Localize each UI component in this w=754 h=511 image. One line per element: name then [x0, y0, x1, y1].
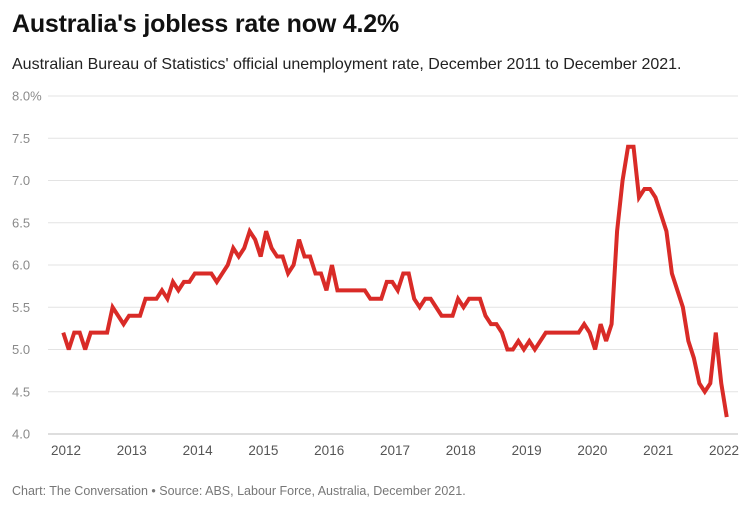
x-tick-label: 2015 — [248, 443, 278, 458]
x-tick-label: 2012 — [51, 443, 81, 458]
x-tick-label: 2021 — [643, 443, 673, 458]
chart-source-note: Chart: The Conversation • Source: ABS, L… — [12, 484, 466, 498]
y-tick-label: 4.5 — [12, 384, 30, 399]
x-tick-label: 2018 — [446, 443, 476, 458]
chart-subtitle: Australian Bureau of Statistics' officia… — [12, 56, 682, 73]
y-tick-label: 7.5 — [12, 131, 30, 146]
x-tick-label: 2013 — [117, 443, 147, 458]
y-tick-label: 6.0 — [12, 258, 30, 273]
gridlines — [48, 95, 738, 435]
x-tick-label: 2022 — [709, 443, 739, 458]
x-axis-ticks: 2012 2013 2014 2015 2016 2017 2018 2019 2020 2021… — [51, 443, 739, 458]
y-tick-label: 5.0 — [12, 342, 30, 357]
x-tick-label: 2020 — [577, 443, 607, 458]
x-tick-label: 2019 — [512, 443, 542, 458]
x-tick-label: 2014 — [183, 443, 214, 458]
y-axis-ticks: 4.0 4.5 5.0 5.5 6.0 6.5 7.0 7.5 8.0% — [12, 89, 42, 442]
x-tick-label: 2017 — [380, 443, 410, 458]
x-tick-label: 2016 — [314, 443, 344, 458]
y-tick-label: 4.0 — [12, 427, 30, 442]
unemployment-rate-line — [61, 144, 729, 418]
y-tick-label: 7.0 — [12, 173, 30, 188]
series-layer — [61, 144, 729, 418]
y-tick-label: 6.5 — [12, 215, 30, 230]
y-tick-label: 8.0% — [12, 89, 42, 104]
chart-title: Australia's jobless rate now 4.2% — [12, 10, 399, 38]
y-tick-label: 5.5 — [12, 300, 30, 315]
